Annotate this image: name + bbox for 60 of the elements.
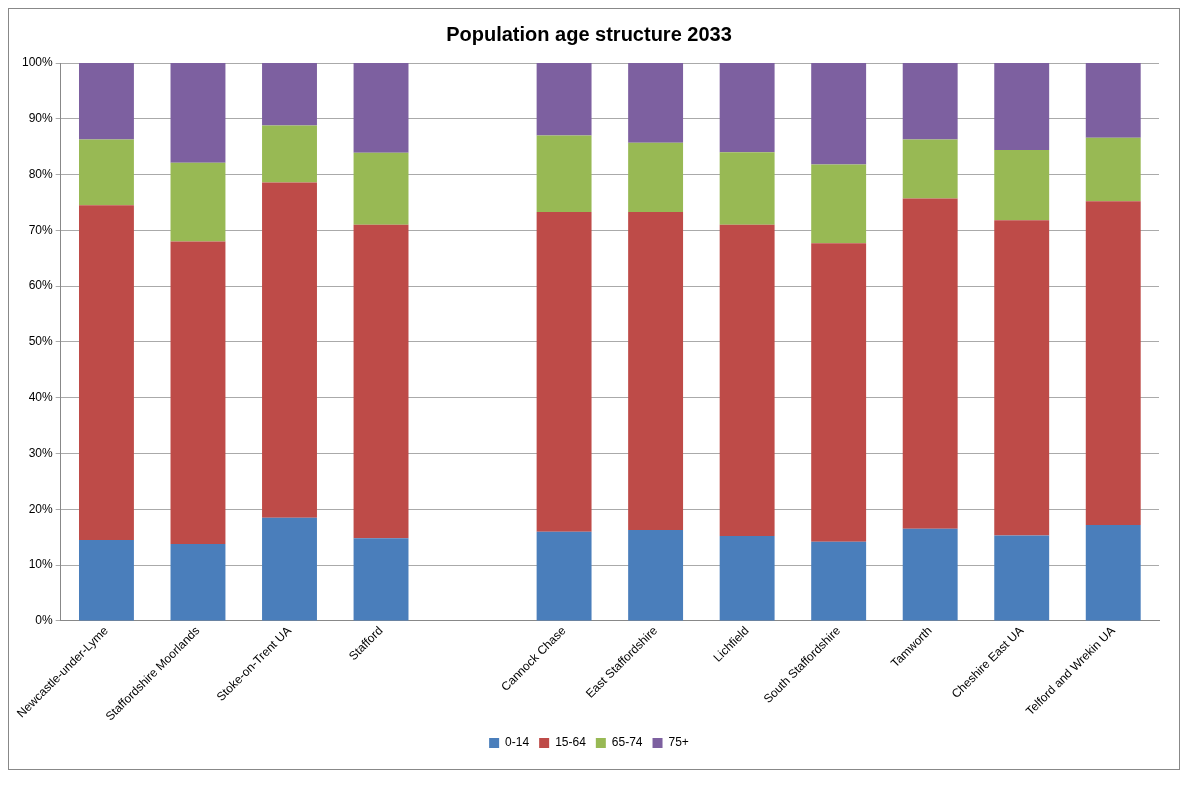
bar — [536, 135, 592, 212]
bar — [353, 63, 409, 153]
bar — [994, 63, 1050, 151]
bar — [719, 224, 775, 537]
bar — [811, 243, 867, 542]
bar — [994, 220, 1050, 536]
bar — [811, 164, 867, 244]
bar — [994, 535, 1050, 621]
bar — [79, 139, 134, 206]
bar — [1085, 63, 1141, 138]
bar — [170, 63, 226, 163]
bar — [1085, 137, 1141, 202]
bar — [994, 150, 1050, 221]
bar — [1085, 201, 1141, 525]
bar — [719, 63, 775, 153]
bar — [353, 224, 409, 539]
bar — [262, 63, 317, 126]
bar — [353, 152, 409, 225]
bar — [170, 241, 226, 544]
legend-label: 15-64 — [555, 735, 587, 750]
bar — [1085, 524, 1141, 621]
y-tick-label: 40% — [28, 390, 54, 405]
y-tick-label: 50% — [28, 334, 54, 349]
y-tick-label: 70% — [28, 222, 54, 237]
y-tick-label: 80% — [28, 166, 54, 181]
y-tick-label: 100% — [21, 55, 54, 70]
bar — [719, 536, 775, 621]
bar — [79, 63, 134, 140]
bar — [536, 63, 592, 136]
y-tick-label: 10% — [28, 557, 54, 572]
y-tick-label: 90% — [28, 111, 54, 126]
chart-title: Population age structure 2033 — [446, 22, 732, 45]
bar — [262, 517, 317, 621]
y-tick-label: 0% — [35, 613, 54, 628]
bar — [79, 540, 134, 621]
bar — [628, 529, 684, 621]
bar — [262, 182, 317, 518]
legend-label: 0-14 — [505, 735, 530, 750]
y-tick-label: 30% — [28, 445, 54, 460]
bar — [628, 63, 684, 143]
bar — [811, 63, 867, 165]
bar — [902, 528, 958, 621]
bar — [79, 205, 134, 540]
bar — [902, 63, 958, 140]
y-tick-label: 20% — [28, 501, 54, 516]
bar — [902, 139, 958, 199]
bar — [536, 531, 592, 621]
bar — [536, 211, 592, 532]
bar — [170, 162, 226, 242]
bar — [902, 198, 958, 529]
bar — [262, 125, 317, 183]
bar — [628, 211, 684, 530]
legend-label: 75+ — [668, 735, 689, 750]
bar — [353, 538, 409, 621]
bar — [628, 142, 684, 212]
bar — [719, 152, 775, 225]
y-tick-label: 60% — [28, 278, 54, 293]
bar — [811, 541, 867, 621]
bar — [170, 543, 226, 621]
legend-label: 65-74 — [611, 735, 643, 750]
